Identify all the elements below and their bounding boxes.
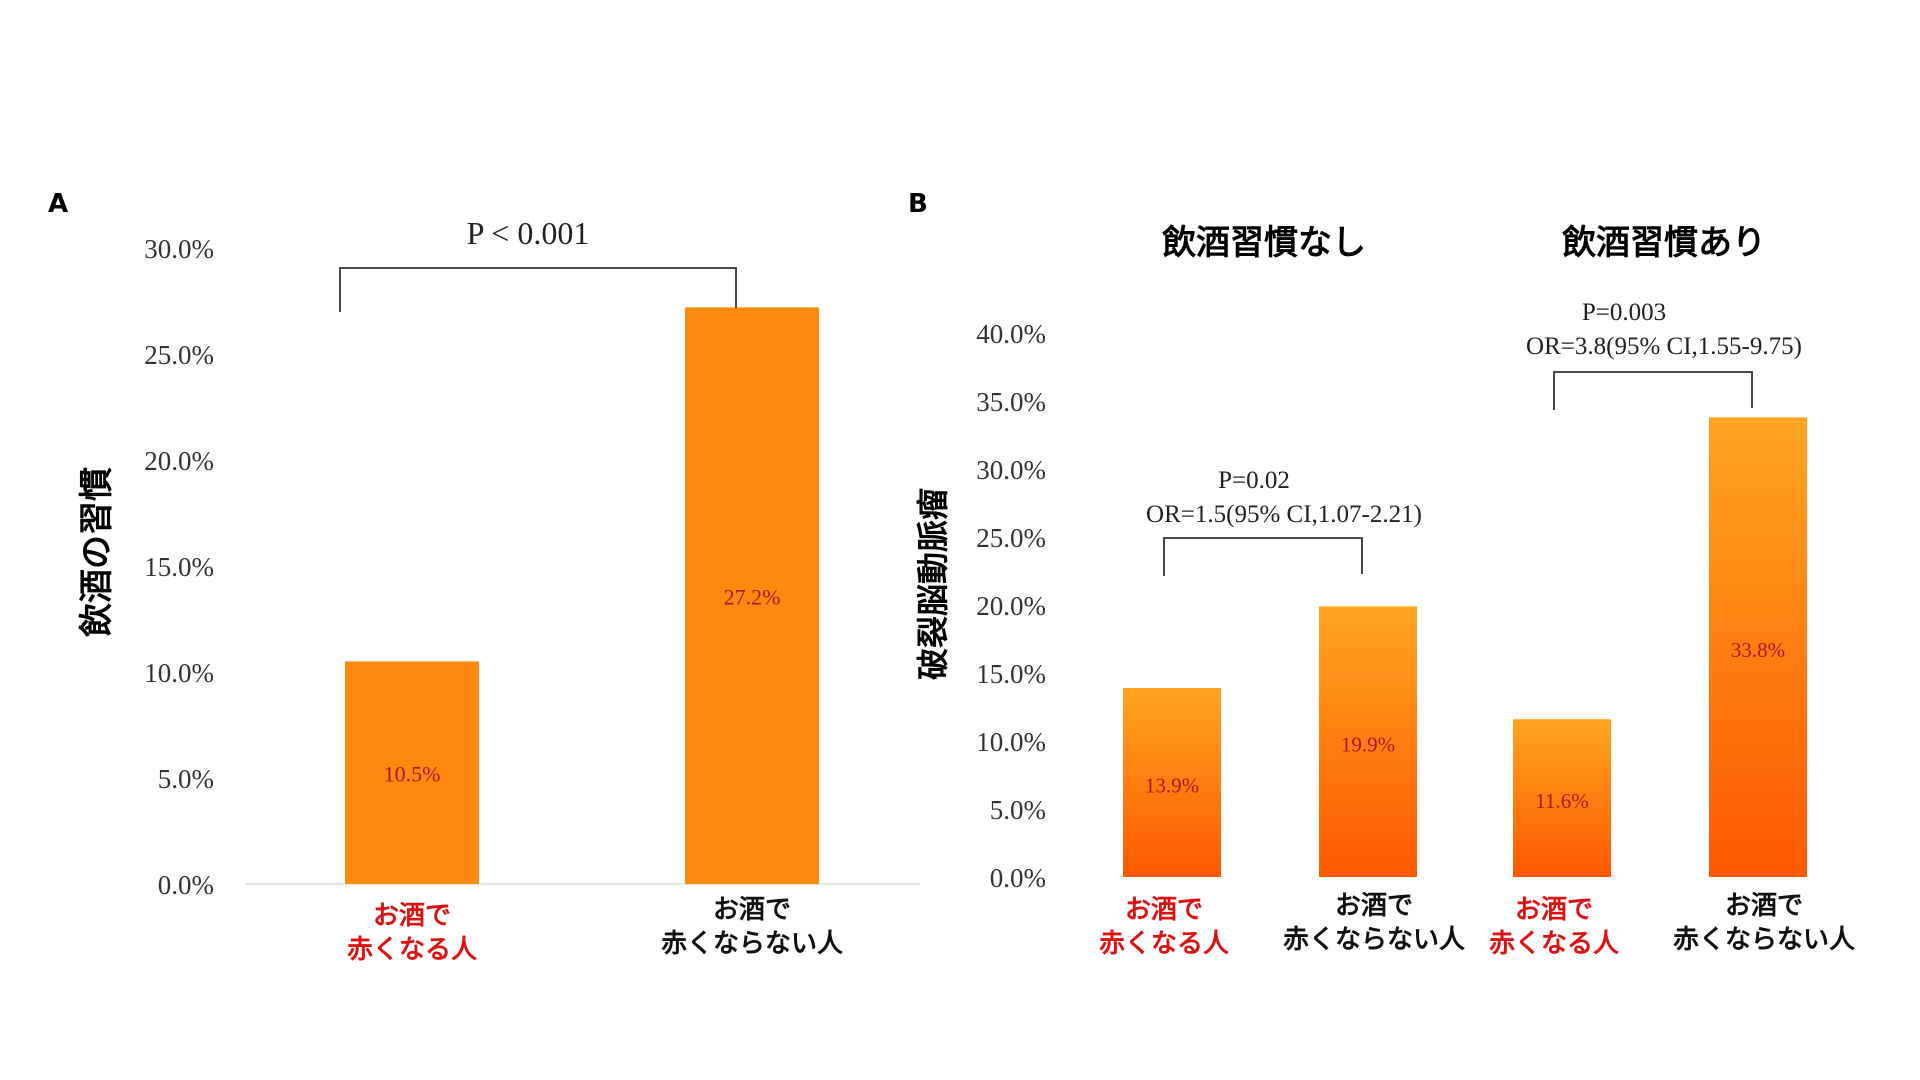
y-tick-label-b: 30.0% <box>976 455 1046 485</box>
y-tick-label-a: 25.0% <box>144 340 214 370</box>
bar-b-1-2 <box>1319 606 1417 877</box>
category-label-a-2: お酒で <box>713 895 791 925</box>
y-tick-label-b: 15.0% <box>976 659 1046 689</box>
odds-ratio-b-2: OR=3.8(95% CI,1.55-9.75) <box>1526 333 1802 360</box>
y-tick-label-a: 5.0% <box>158 764 214 794</box>
significance-bracket-b-2 <box>1553 371 1753 410</box>
panel-b: B 0.0% 5.0% 10.0% 15.0% 20.0% 25.0% 30.0% 35.0% 4… <box>908 189 1855 959</box>
bar-a-2 <box>685 307 819 884</box>
p-value-b-2: P=0.003 <box>1582 299 1666 326</box>
bar-a-1 <box>345 661 479 884</box>
panel-label-b: B <box>908 189 928 219</box>
y-tick-label-b: 20.0% <box>976 591 1046 621</box>
category-label-b-1-1: お酒で <box>1125 895 1203 925</box>
p-value-b-1: P=0.02 <box>1218 467 1290 494</box>
y-tick-label-a: 15.0% <box>144 552 214 582</box>
category-label-b-1-2: お酒で <box>1335 891 1413 921</box>
group-title-1: 飲酒習慣なし <box>1162 223 1366 263</box>
category-label-b-2-1: お酒で <box>1515 895 1593 925</box>
category-label-b-1-1-line2: 赤くなる人 <box>1099 929 1229 959</box>
category-label-b-1-2-line2: 赤くならない人 <box>1283 925 1465 955</box>
category-label-a-2-line2: 赤くならない人 <box>661 929 843 959</box>
bar-b-2-1 <box>1513 719 1611 877</box>
y-tick-label-b: 5.0% <box>990 795 1046 825</box>
value-label-b-1-1: 13.9% <box>1145 773 1199 797</box>
panel-a: A 0.0% 5.0% 10.0% 15.0% 20.0% 25.0% 30.0% 飲酒の習慣 1… <box>48 189 920 965</box>
panel-label-a: A <box>48 189 68 219</box>
y-tick-label-a: 0.0% <box>158 870 214 900</box>
y-axis-label-b: 破裂脳動脈瘤 <box>914 488 952 680</box>
p-value-a: P < 0.001 <box>467 215 590 251</box>
value-label-a-1: 10.5% <box>384 762 441 787</box>
value-label-b-1-2: 19.9% <box>1341 733 1395 757</box>
odds-ratio-b-1: OR=1.5(95% CI,1.07-2.21) <box>1146 501 1422 528</box>
y-axis-label-a: 飲酒の習慣 <box>77 467 117 637</box>
category-label-b-2-2: お酒で <box>1725 891 1803 921</box>
y-tick-label-a: 10.0% <box>144 658 214 688</box>
value-label-b-2-1: 11.6% <box>1535 789 1588 813</box>
category-label-b-2-2-line2: 赤くならない人 <box>1673 925 1855 955</box>
value-label-a-2: 27.2% <box>724 585 781 610</box>
category-label-b-2-1-line2: 赤くなる人 <box>1489 929 1619 959</box>
y-tick-label-b: 0.0% <box>990 863 1046 893</box>
category-label-a-1: お酒で <box>373 901 451 931</box>
group-title-2: 飲酒習慣あり <box>1562 223 1766 263</box>
y-tick-label-b: 35.0% <box>976 387 1046 417</box>
bar-b-2-2 <box>1709 417 1807 877</box>
y-tick-label-a: 30.0% <box>144 234 214 264</box>
y-tick-label-b: 10.0% <box>976 727 1046 757</box>
significance-bracket-b-1 <box>1163 537 1363 576</box>
y-tick-label-b: 25.0% <box>976 523 1046 553</box>
y-tick-label-a: 20.0% <box>144 446 214 476</box>
significance-bracket-a <box>339 267 737 312</box>
value-label-b-2-2: 33.8% <box>1731 638 1785 662</box>
bar-b-1-1 <box>1123 687 1221 877</box>
y-tick-label-b: 40.0% <box>976 319 1046 349</box>
category-label-a-1-line2: 赤くなる人 <box>347 935 477 965</box>
